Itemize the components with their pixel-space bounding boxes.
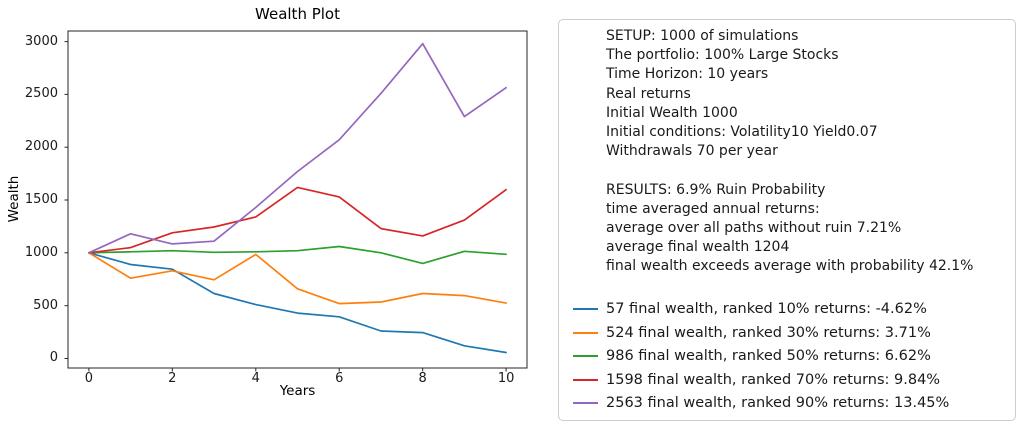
y-tick-label: 2500 [24,86,58,102]
plot-canvas [64,30,528,372]
legend-entry-label: 57 final wealth, ranked 10% returns: -4.… [606,301,927,318]
legend-entry: 1598 final wealth, ranked 70% returns: 9… [573,368,1015,392]
y-tick-label: 3000 [24,33,58,49]
x-tick-label: 0 [84,371,93,386]
legend-entry: 57 final wealth, ranked 10% returns: -4.… [573,298,1015,322]
setup-line: Real returns [606,85,691,102]
legend-entry-label: 2563 final wealth, ranked 90% returns: 1… [606,395,950,412]
x-tick-label: 10 [497,371,515,386]
x-tick-label: 2 [168,371,177,386]
setup-line: SETUP: 1000 of simulations [606,28,799,44]
results-line: time averaged annual returns: [606,200,820,217]
legend-entry-label: 524 final wealth, ranked 30% returns: 3.… [606,324,931,341]
y-tick-label: 1500 [24,192,58,208]
legend-entry-label: 1598 final wealth, ranked 70% returns: 9… [606,371,941,388]
legend-line-swatch [573,308,598,311]
legend: 57 final wealth, ranked 10% returns: -4.… [559,298,1015,416]
results-line: average final wealth 1204 [606,239,790,256]
legend-entry: 2563 final wealth, ranked 90% returns: 1… [573,392,1015,416]
y-tick-label: 500 [33,297,58,313]
info-legend-panel: SETUP: 1000 of simulations The portfolio… [558,19,1016,421]
setup-line: The portfolio: 100% Large Stocks [606,47,839,64]
legend-line-swatch [573,402,598,405]
setup-results-text: SETUP: 1000 of simulations The portfolio… [559,20,1015,277]
x-tick-label: 4 [251,371,260,386]
setup-line: Time Horizon: 10 years [606,66,769,83]
x-tick-label: 6 [335,371,344,386]
y-tick-label: 1000 [24,244,58,260]
y-tick-label: 2000 [24,139,58,155]
legend-entry: 524 final wealth, ranked 30% returns: 3.… [573,321,1015,345]
setup-line: Initial Wealth 1000 [606,104,738,121]
results-line: average over all paths without ruin 7.21… [606,220,902,237]
legend-line-swatch [573,331,598,334]
legend-entry: 986 final wealth, ranked 50% returns: 6.… [573,345,1015,369]
y-tick-label: 0 [49,350,58,366]
legend-line-swatch [573,378,598,381]
results-line: RESULTS: 6.9% Ruin Probability [606,181,826,198]
setup-line: Withdrawals 70 per year [606,143,778,160]
setup-line: Initial conditions: Volatility10 Yield0.… [606,124,878,141]
results-line: final wealth exceeds average with probab… [606,258,974,275]
legend-entry-label: 986 final wealth, ranked 50% returns: 6.… [606,348,931,365]
x-tick-label: 8 [418,371,427,386]
chart-title: Wealth Plot [255,5,340,23]
x-axis-label: Years [279,383,316,399]
legend-line-swatch [573,355,598,358]
